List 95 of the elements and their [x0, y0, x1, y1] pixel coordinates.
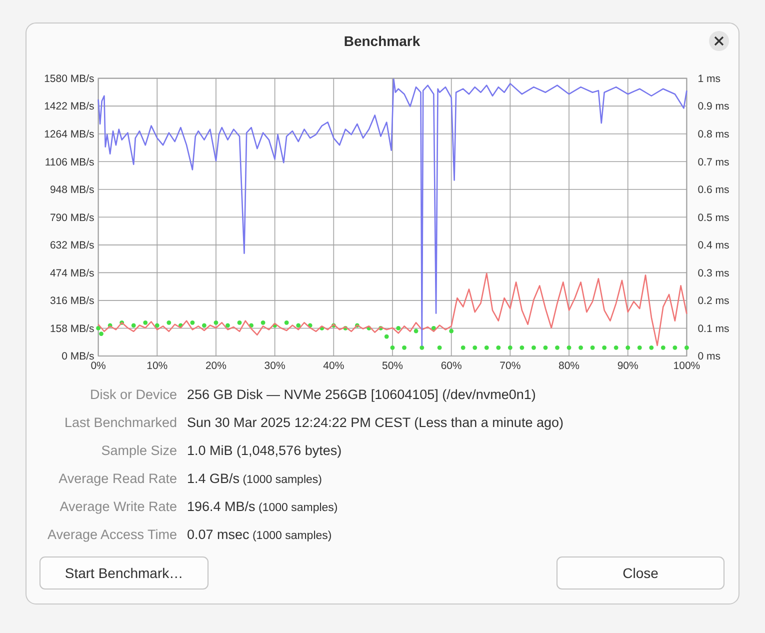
point: [420, 345, 424, 350]
text: 0.07 msec: [187, 527, 250, 542]
x-tick-label: 70%: [500, 360, 521, 372]
y2-tick-label: 0.2 ms: [698, 295, 730, 308]
point: [143, 320, 148, 325]
point: [449, 328, 454, 334]
point: [555, 345, 560, 350]
point: [520, 345, 524, 350]
y2-tick-label: 0.6 ms: [698, 184, 730, 196]
y2-tick-label: 0.1 ms: [698, 322, 730, 335]
text: 1.0 MiB (1,048,576 bytes): [187, 443, 342, 458]
text: Sample Size: [101, 443, 177, 458]
point: [202, 323, 206, 328]
y2-tick-label: 0.3 ms: [698, 267, 730, 280]
x-tick-label: 60%: [440, 360, 462, 372]
point: [566, 345, 572, 350]
text: Close: [622, 565, 659, 581]
point: [484, 345, 489, 350]
point: [390, 345, 395, 350]
point: [437, 345, 442, 350]
point: [472, 345, 478, 350]
point: [296, 323, 301, 328]
point: [214, 320, 218, 325]
point: [637, 345, 642, 350]
point: [684, 345, 689, 350]
y2-tick-label: 1 ms: [698, 72, 720, 85]
point: [414, 328, 418, 334]
y-tick-label: 948 MB/s: [50, 184, 94, 196]
point: [590, 345, 595, 350]
x-tick-label: 40%: [323, 360, 344, 372]
y-tick-label: 0 MB/s: [62, 350, 94, 363]
point: [166, 320, 172, 325]
point: [602, 345, 607, 350]
point: [96, 326, 100, 330]
text: Average Access Time: [47, 527, 177, 542]
text: Average Read Rate: [58, 471, 177, 486]
chart-title: Benchmark: [344, 33, 420, 49]
point: [226, 323, 230, 328]
point: [578, 345, 583, 350]
point: [154, 323, 160, 328]
point: [260, 320, 266, 325]
y-tick-label: 1422 MB/s: [44, 100, 94, 113]
text: Start Benchmark…: [64, 565, 184, 581]
point: [626, 345, 630, 350]
y-tick-label: 1106 MB/s: [44, 156, 94, 168]
y-tick-label: 790 MB/s: [50, 212, 94, 224]
y-tick-label: 316 MB/s: [50, 295, 94, 308]
y2-tick-label: 0.9 ms: [698, 100, 730, 113]
text: 256 GB Disk — NVMe 256GB [10604105] (/dev/nvme0n1): [187, 387, 536, 402]
point: [284, 320, 289, 325]
text: 1.4 GB/s: [187, 471, 240, 486]
point: [99, 332, 104, 336]
y2-tick-label: 0 ms: [698, 350, 720, 363]
text: (1000 samples): [249, 530, 332, 542]
point: [672, 345, 678, 350]
point: [131, 323, 136, 328]
y2-tick-label: 0.5 ms: [698, 212, 730, 224]
point: [190, 320, 195, 325]
x-tick-label: 50%: [382, 360, 404, 372]
text: (1000 samples): [240, 474, 322, 486]
x-tick-label: 30%: [264, 360, 286, 372]
text: Disk or Device: [90, 387, 177, 402]
point: [402, 345, 406, 350]
y-tick-label: 158 MB/s: [50, 322, 94, 335]
text: Average Write Rate: [60, 499, 177, 514]
point: [614, 345, 618, 350]
y2-tick-label: 0.8 ms: [698, 128, 730, 141]
point: [496, 345, 501, 350]
line-series: [98, 272, 688, 346]
x-tick-label: 20%: [205, 360, 226, 372]
point: [508, 345, 512, 350]
text: (1000 samples): [255, 502, 338, 514]
point: [396, 326, 401, 330]
y-tick-label: 1580 MB/s: [44, 72, 94, 85]
point: [384, 334, 389, 339]
x-tick-label: 0%: [90, 360, 106, 372]
point: [460, 345, 466, 350]
y-tick-label: 632 MB/s: [50, 240, 94, 252]
y2-tick-label: 0.4 ms: [698, 240, 730, 252]
x-tick-label: 80%: [558, 360, 580, 372]
point: [649, 345, 654, 350]
x-tick-label: 90%: [617, 360, 638, 372]
x-tick-label: 10%: [146, 360, 168, 372]
point: [660, 345, 666, 350]
point: [431, 326, 436, 330]
x-tick-label: 100%: [673, 360, 700, 372]
text: Sun 30 Mar 2025 12:24:22 PM CEST (Less than a minute ago): [187, 415, 564, 430]
y2-tick-label: 0.7 ms: [698, 156, 730, 168]
point: [543, 345, 548, 350]
point: [532, 345, 536, 350]
text: Last Benchmarked: [64, 415, 177, 430]
point: [237, 320, 242, 325]
text: 196.4 MB/s: [187, 499, 256, 514]
y-tick-label: 474 MB/s: [50, 267, 94, 280]
y-tick-label: 1264 MB/s: [44, 128, 94, 141]
